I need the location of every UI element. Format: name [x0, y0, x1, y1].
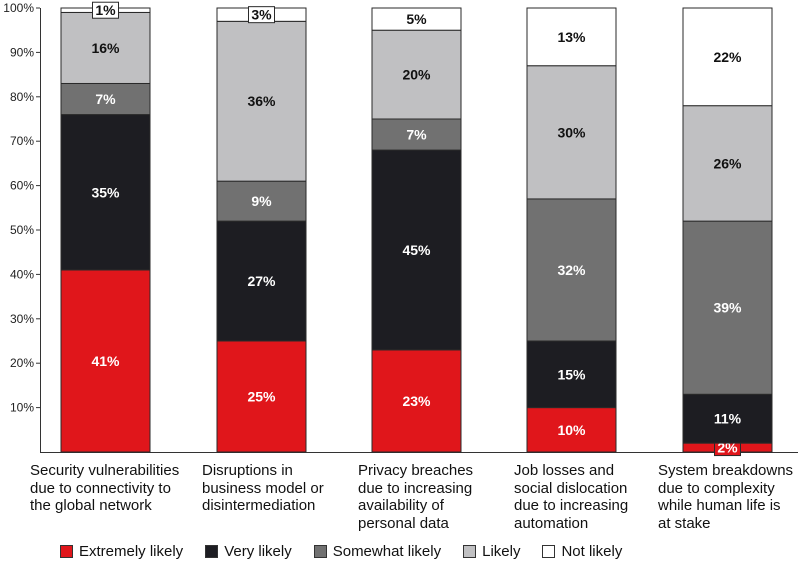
bar-segment: [682, 7, 773, 107]
data-label: 1%: [95, 2, 116, 18]
x-category-label-line: while human life is: [658, 497, 781, 514]
bar-segment: [371, 149, 462, 351]
data-label: 35%: [91, 184, 120, 200]
bar-segment: [682, 105, 773, 222]
x-category-label-line: the global network: [30, 497, 152, 514]
data-label: 32%: [557, 262, 586, 278]
data-label: 26%: [713, 155, 742, 171]
legend-item: Not likely: [542, 543, 622, 560]
bar-segment: [682, 393, 773, 444]
legend-swatch: [463, 544, 477, 558]
y-tick-label: 40%: [10, 267, 34, 281]
data-label: 7%: [95, 91, 116, 107]
legend-item: Very likely: [205, 543, 292, 560]
data-label: 23%: [402, 393, 431, 409]
data-label: 45%: [402, 242, 431, 258]
legend-item: Somewhat likely: [313, 542, 442, 560]
legend-swatch: [205, 544, 219, 558]
data-label: 27%: [247, 273, 276, 289]
data-label: 25%: [247, 389, 276, 405]
y-tick-label: 60%: [10, 179, 34, 193]
bar-segment: [371, 7, 462, 31]
x-category-label-line: at stake: [658, 514, 711, 532]
x-category-label-line: business model or: [202, 479, 324, 497]
y-tick-label: 70%: [10, 134, 34, 148]
bar-segment: [371, 29, 462, 120]
x-category-label-line: Disruptions in: [202, 462, 293, 479]
x-category-label: Disruptions in business model or disinterm…: [202, 462, 352, 515]
data-label: 11%: [714, 411, 742, 427]
x-category-label: Job losses and social dislocation due to i…: [514, 462, 664, 532]
bar-segment: [216, 340, 307, 453]
bar-segment: [216, 20, 307, 182]
x-category-label-line: automation: [514, 514, 589, 532]
data-label: 16%: [91, 40, 120, 56]
legend-item: Extremely likely: [60, 543, 183, 560]
y-tick-label: 80%: [10, 90, 34, 104]
data-label: 9%: [251, 193, 272, 209]
x-category-label-line: due to increasing: [358, 479, 473, 497]
legend-label: Likely: [482, 542, 521, 560]
data-label: 30%: [557, 124, 586, 140]
data-label: 5%: [406, 11, 427, 27]
data-label: 36%: [247, 93, 276, 109]
data-label: 39%: [713, 300, 742, 316]
data-label: 7%: [406, 127, 427, 143]
x-category-label-line: due to connectivity to: [30, 479, 171, 497]
x-category-label-line: System breakdowns: [658, 462, 794, 479]
x-category-label-line: Job losses and: [514, 462, 615, 479]
y-tick-label: 10%: [10, 401, 34, 415]
x-category-label-line: due to complexity: [658, 479, 775, 497]
x-category-label-line: personal data: [358, 514, 449, 532]
data-label-box: [248, 6, 275, 24]
bar-segment: [216, 180, 307, 222]
data-label-box: [92, 1, 119, 19]
data-label: 22%: [713, 49, 742, 65]
bar-segment: [526, 7, 617, 67]
legend-item: Likely: [463, 543, 520, 560]
x-category-label-line: due to increasing: [514, 497, 629, 514]
data-label: 3%: [251, 7, 272, 23]
data-label: 15%: [557, 366, 586, 382]
x-category-label: Security vulnerabilities due to connectiv…: [30, 462, 180, 515]
y-tick-label: 100%: [3, 1, 34, 15]
data-label: 10%: [557, 422, 586, 438]
x-category-label: Privacy breaches due to increasing availab…: [358, 462, 508, 532]
legend-swatch: [313, 544, 327, 558]
bar-segment: [60, 114, 151, 271]
x-category-label-line: disintermediation: [202, 497, 316, 514]
bar-segment: [371, 349, 462, 453]
y-tick-label: 30%: [10, 312, 34, 326]
legend-label: Very likely: [224, 542, 292, 560]
legend-swatch: [60, 544, 73, 558]
bar-segment: [60, 269, 151, 453]
bar-segment: [526, 65, 617, 200]
x-category-label-line: availability of: [358, 497, 444, 514]
bar-segment: [682, 220, 773, 395]
y-tick-label: 20%: [10, 356, 34, 370]
legend: Extremely likely Very likely Somewhat like…: [60, 541, 644, 561]
legend-swatch: [542, 544, 556, 558]
data-label: 20%: [402, 67, 431, 83]
legend-label: Somewhat likely: [332, 542, 442, 560]
x-category-label-line: social dislocation: [514, 479, 628, 497]
data-label: 13%: [557, 29, 586, 45]
bar-segment: [371, 118, 462, 151]
x-category-label: System breakdowns due to complexity while …: [658, 462, 800, 532]
bar-segment: [526, 198, 617, 342]
data-label: 41%: [91, 353, 120, 369]
bar-segment: [216, 220, 307, 342]
legend-label: Not likely: [561, 542, 623, 560]
y-tick-label: 90%: [10, 45, 34, 59]
y-tick-label: 50%: [10, 223, 34, 237]
x-category-label-line: Security vulnerabilities: [30, 462, 180, 479]
x-category-label-line: Privacy breaches: [358, 462, 474, 479]
legend-label: Extremely likely: [79, 542, 184, 560]
